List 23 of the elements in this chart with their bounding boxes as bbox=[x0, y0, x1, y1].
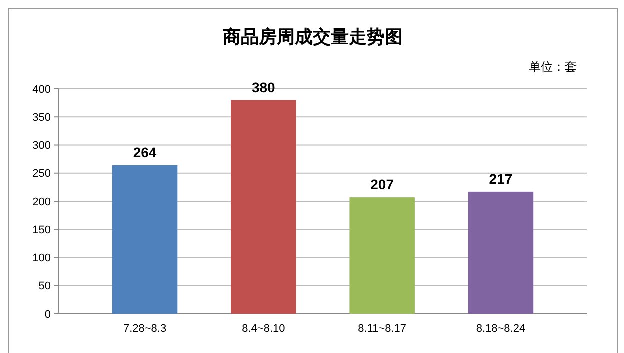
y-tick-label: 100 bbox=[32, 252, 51, 265]
y-tick-label: 150 bbox=[32, 224, 51, 236]
chart-title: 商品房周成交量走势图 bbox=[222, 27, 403, 48]
x-tick-label: 7.28~8.3 bbox=[123, 323, 167, 335]
data-label: 264 bbox=[133, 144, 157, 160]
bar bbox=[112, 166, 178, 314]
text: 单位：套 bbox=[529, 60, 577, 74]
bar bbox=[468, 192, 534, 314]
data-label: 207 bbox=[370, 176, 394, 193]
y-tick-label: 50 bbox=[38, 280, 51, 293]
y-tick-label: 400 bbox=[32, 84, 51, 96]
x-tick-label: 8.4~8.10 bbox=[242, 323, 286, 335]
y-tick-label: 300 bbox=[32, 140, 51, 152]
y-tick-label: 350 bbox=[32, 112, 51, 124]
x-tick-label: 8.11~8.17 bbox=[358, 323, 407, 335]
y-tick-label: 250 bbox=[32, 168, 51, 180]
y-tick-label: 200 bbox=[32, 196, 51, 208]
bar bbox=[231, 100, 296, 314]
x-tick-label: 8.18~8.24 bbox=[476, 323, 526, 335]
bar bbox=[350, 198, 415, 314]
y-tick-label: 0 bbox=[44, 308, 51, 321]
data-label: 217 bbox=[489, 170, 513, 187]
data-label: 380 bbox=[252, 79, 276, 96]
